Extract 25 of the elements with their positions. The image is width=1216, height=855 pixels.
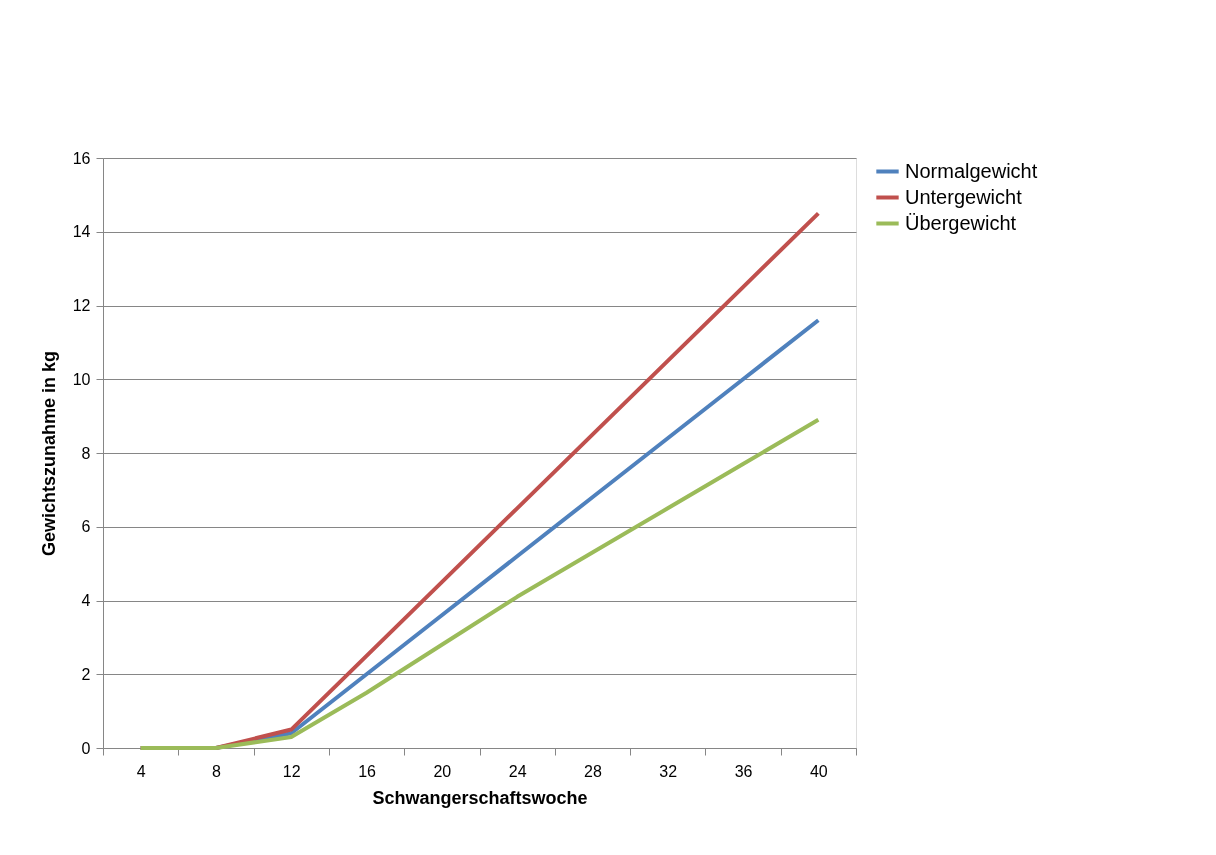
x-tick-label: 4 bbox=[136, 762, 146, 780]
x-tick-label: 8 bbox=[212, 762, 221, 780]
y-tick-label: 0 bbox=[81, 739, 91, 757]
line-series bbox=[138, 417, 821, 750]
y-tick-label: 12 bbox=[72, 297, 91, 314]
legend-label: Normalgewicht bbox=[905, 159, 1038, 182]
x-axis-title: Schwangerschaftswoche bbox=[372, 787, 588, 808]
y-tick-label: 8 bbox=[81, 444, 91, 462]
x-tick-label: 20 bbox=[433, 762, 452, 780]
x-tick-label: 28 bbox=[584, 762, 602, 780]
x-tick-label: 12 bbox=[282, 762, 301, 780]
legend-label: Untergewicht bbox=[905, 185, 1023, 208]
x-tick-label: 16 bbox=[358, 762, 377, 780]
x-tick-label: 24 bbox=[508, 762, 527, 780]
y-tick-label: 4 bbox=[81, 592, 91, 609]
y-tick-label: 14 bbox=[72, 223, 91, 241]
x-tick-label: 32 bbox=[659, 762, 678, 780]
y-axis-title: Gewichtszunahme in kg bbox=[38, 350, 59, 557]
y-tick-label: 6 bbox=[81, 518, 91, 536]
y-tick-label: 16 bbox=[72, 149, 91, 167]
y-tick-label: 10 bbox=[72, 370, 91, 388]
legend-label: Übergewicht bbox=[905, 211, 1017, 234]
x-tick-label: 40 bbox=[809, 762, 828, 780]
x-tick-label: 36 bbox=[734, 762, 753, 780]
y-tick-label: 2 bbox=[81, 665, 91, 683]
